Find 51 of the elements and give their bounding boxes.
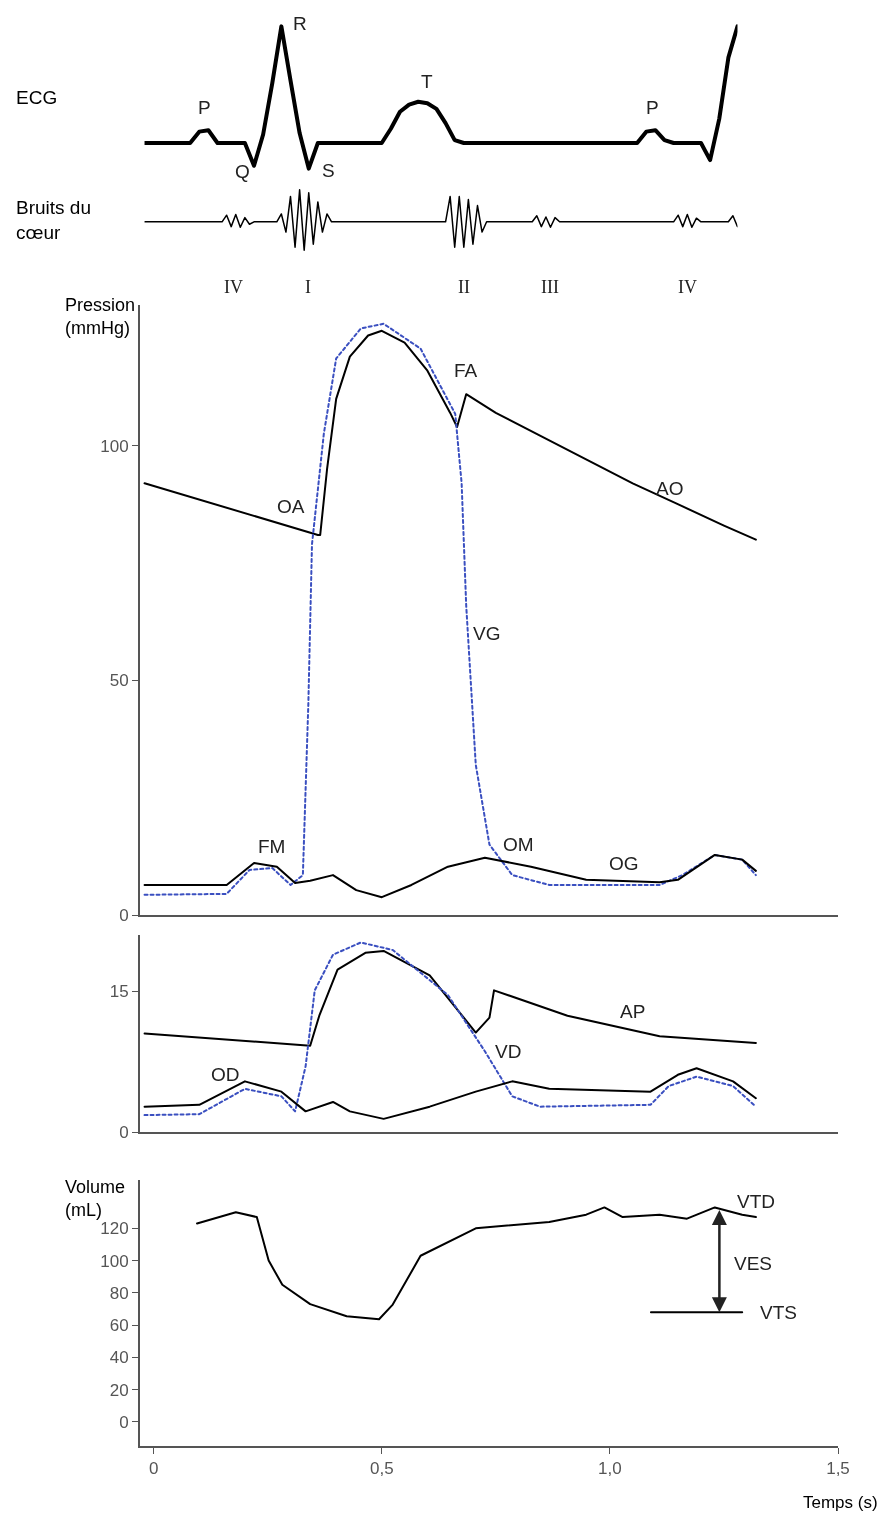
y-tick-label: 100 xyxy=(100,1251,129,1271)
annotation: S xyxy=(322,160,335,181)
annotation: OA xyxy=(277,496,305,517)
text: IV xyxy=(678,277,697,297)
annotation: FM xyxy=(258,836,286,857)
y-axis-title: Volume (mL) xyxy=(65,1177,126,1221)
annotation: P xyxy=(198,97,211,118)
y-tick-label: 0 xyxy=(119,1122,129,1142)
line-series xyxy=(143,329,757,541)
annotation: VG xyxy=(473,623,501,644)
annotation: AP xyxy=(620,1001,646,1022)
annotation: VD xyxy=(495,1041,522,1062)
annotation: R xyxy=(293,13,307,34)
x-tick-label: 1,0 xyxy=(598,1459,622,1479)
y-tick-label: 15 xyxy=(109,982,129,1002)
annotation: Q xyxy=(235,161,250,182)
line-series xyxy=(143,853,757,899)
annotation: OD xyxy=(211,1064,240,1085)
text: II xyxy=(458,277,470,297)
line-series xyxy=(143,949,757,1047)
annotation: AO xyxy=(656,478,684,499)
y-tick-label: 0 xyxy=(119,1412,129,1432)
text: I xyxy=(305,277,311,297)
line-series xyxy=(143,1067,757,1120)
line-series xyxy=(143,322,757,896)
x-tick-label: 0,5 xyxy=(369,1459,394,1479)
annotation: OG xyxy=(609,853,639,874)
annotation: P xyxy=(646,97,659,118)
y-tick-label: 60 xyxy=(109,1316,129,1336)
y-axis-title: ECG xyxy=(16,87,58,108)
y-tick-label: 0 xyxy=(119,905,129,925)
text: IV xyxy=(224,277,243,297)
annotation: VES xyxy=(734,1253,773,1274)
y-tick-label: 80 xyxy=(109,1283,129,1303)
annotation: VTS xyxy=(760,1302,797,1323)
y-tick-label: 40 xyxy=(109,1348,129,1368)
y-axis-title: Bruits du cœur xyxy=(16,197,91,243)
x-tick-label: 1,5 xyxy=(826,1459,850,1479)
annotation: FA xyxy=(454,360,478,381)
y-tick-label: 100 xyxy=(100,436,129,456)
line-series xyxy=(143,941,757,1117)
y-tick-label: 50 xyxy=(109,671,129,691)
annotation: T xyxy=(421,71,433,92)
y-axis-title: Pression (mmHg) xyxy=(65,295,136,339)
annotation: VTD xyxy=(737,1191,775,1212)
x-tick-label: 0 xyxy=(148,1459,159,1479)
y-tick-label: 120 xyxy=(100,1219,129,1239)
annotation: OM xyxy=(503,834,534,855)
x-axis-title: Temps (s) xyxy=(803,1493,878,1512)
text: III xyxy=(541,277,559,297)
y-tick-label: 20 xyxy=(109,1380,129,1400)
